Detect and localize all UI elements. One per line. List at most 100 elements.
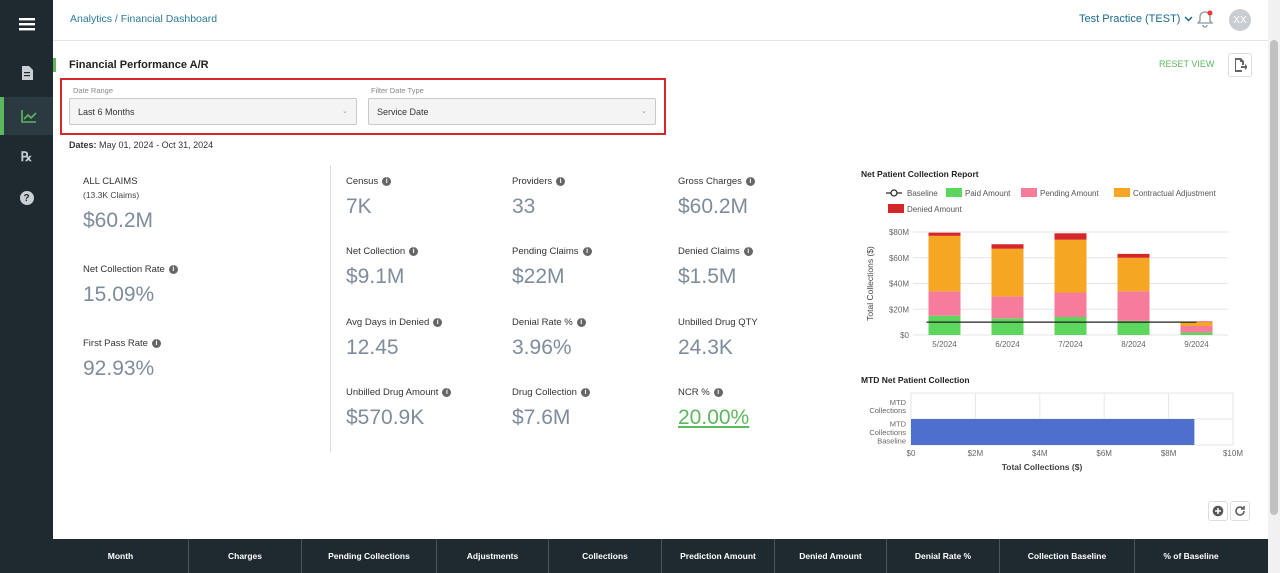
denied-claims-value: $1.5M (678, 265, 737, 288)
column-header[interactable]: % of Baseline (1134, 539, 1247, 573)
info-icon[interactable]: i (713, 388, 723, 397)
net-collection-rate-label: Net Collection Rate i (83, 264, 178, 275)
bar-segment (1180, 332, 1213, 335)
x-tick-label: $8M (1161, 449, 1177, 458)
info-icon[interactable]: i (442, 388, 452, 397)
legend-baseline-marker (890, 189, 898, 197)
legend-label: Paid Amount (965, 189, 1011, 198)
unbilled-drug-qty-label: Unbilled Drug QTY (678, 317, 758, 328)
filter-panel (60, 78, 666, 135)
column-header[interactable]: Denial Rate % (886, 539, 999, 573)
ncr-percent-value[interactable]: 20.00% (678, 406, 750, 429)
chevron-down-icon: ⌄ (641, 108, 647, 115)
column-header[interactable]: Collections (548, 539, 661, 573)
mtd-collection-title: MTD Net Patient Collection (861, 375, 970, 385)
collection-report-chart: Baseline Paid Amount Pending Amount Contrac… (865, 188, 1228, 349)
column-header[interactable]: Charges (188, 539, 301, 573)
bar-segment (991, 244, 1024, 249)
bar-segment (928, 291, 961, 316)
refresh-button[interactable] (1230, 501, 1250, 521)
y-tick-label: $60M (889, 254, 909, 263)
info-icon[interactable]: i (382, 177, 392, 186)
y-tick-label: MTD Collections (869, 398, 906, 415)
info-icon[interactable]: i (745, 177, 755, 186)
net-collection-value: $9.1M (346, 265, 405, 288)
export-button[interactable] (1228, 53, 1252, 77)
column-header[interactable]: Pending Collections (301, 539, 436, 573)
bar-segment (928, 235, 961, 292)
column-header[interactable]: Month (107, 551, 134, 561)
providers-label: Providers i (512, 176, 566, 187)
bar-segment (1054, 316, 1087, 335)
table-header: Month Charges Pending Collections Adjustmen… (53, 539, 1268, 573)
first-pass-rate-label: First Pass Rate i (83, 338, 161, 349)
column-header[interactable]: Adjustments (436, 539, 548, 573)
date-range-label: Date Range (73, 86, 114, 95)
help-icon[interactable]: ? (0, 179, 53, 217)
chevron-down-icon (1184, 16, 1193, 22)
unbilled-drug-amount-value: $570.9K (346, 406, 425, 429)
net-collection-rate-value: 15.09% (83, 283, 155, 306)
reset-view-button[interactable]: RESET VIEW (1159, 59, 1215, 69)
date-range-value: Last 6 Months (78, 107, 135, 117)
legend-swatch (1114, 188, 1130, 197)
analytics-chart-icon[interactable] (0, 97, 53, 135)
bar-segment (991, 248, 1024, 297)
zoom-in-button[interactable] (1208, 501, 1228, 521)
y-tick-label: MTD Collections Baseline (869, 420, 906, 446)
scrollbar-thumb[interactable] (1270, 40, 1278, 515)
x-tick-label: 7/2024 (1058, 340, 1083, 349)
date-type-label: Filter Date Type (371, 86, 424, 95)
all-claims-count: (13.3K Claims) (83, 190, 140, 200)
info-icon[interactable]: i (168, 265, 178, 274)
info-icon[interactable]: i (556, 177, 566, 186)
bar-segment (1117, 320, 1150, 335)
unbilled-drug-qty-value: 24.3K (678, 336, 733, 359)
practice-selector[interactable]: Test Practice (TEST) (1079, 13, 1193, 25)
pending-claims-label: Pending Claims i (512, 246, 592, 257)
bar (911, 419, 1195, 445)
y-tick-label: $20M (889, 305, 909, 314)
x-tick-label: $10M (1223, 449, 1243, 458)
date-range-text: Dates: May 01, 2024 - Oct 31, 2024 (69, 140, 213, 150)
info-icon[interactable]: i (582, 247, 592, 256)
date-range-select[interactable]: Last 6 Months ⌄ (69, 98, 357, 125)
x-tick-label: 5/2024 (932, 340, 957, 349)
dates-value: May 01, 2024 - Oct 31, 2024 (99, 140, 214, 150)
breadcrumb[interactable]: Analytics / Financial Dashboard (70, 13, 218, 25)
mtd-collection-chart: $0 $2M $4M $6M $8M $10M MTD Collections MTD Colle… (869, 392, 1243, 472)
column-header[interactable]: Collection Baseline (999, 539, 1134, 573)
denial-rate-value: 3.96% (512, 336, 572, 359)
x-tick-label: 8/2024 (1121, 340, 1146, 349)
bar-segment (928, 315, 961, 335)
info-icon[interactable]: i (743, 247, 753, 256)
pending-claims-value: $22M (512, 265, 565, 288)
info-icon[interactable]: i (151, 339, 161, 348)
y-tick-label: $80M (889, 228, 909, 237)
info-icon[interactable]: i (409, 247, 419, 256)
info-icon[interactable]: i (580, 388, 590, 397)
notification-bell-icon[interactable] (1196, 10, 1214, 33)
x-tick-label: 6/2024 (995, 340, 1020, 349)
info-icon[interactable]: i (433, 318, 443, 327)
date-type-value: Service Date (377, 107, 429, 117)
practice-name: Test Practice (TEST) (1079, 13, 1181, 25)
prescription-icon[interactable]: ℞ (20, 149, 33, 165)
bar-segment (1054, 239, 1087, 293)
date-type-select[interactable]: Service Date ⌄ (368, 98, 656, 125)
census-label: Census i (346, 176, 392, 187)
avg-days-denied-label: Avg Days in Denied i (346, 317, 443, 328)
info-icon[interactable]: i (576, 318, 586, 327)
y-axis-label: Total Collections ($) (865, 246, 875, 321)
refresh-icon (1235, 506, 1245, 516)
providers-value: 33 (512, 195, 536, 218)
column-header[interactable]: Prediction Amount (661, 539, 774, 573)
menu-icon[interactable] (0, 5, 53, 43)
sidebar: ℞ ? (0, 0, 53, 573)
avatar[interactable]: XX (1229, 9, 1251, 31)
plus-circle-icon (1212, 505, 1224, 517)
document-icon[interactable] (0, 54, 53, 92)
avg-days-denied-value: 12.45 (346, 336, 399, 359)
column-header[interactable]: Denied Amount (774, 539, 886, 573)
bar-segment (1117, 291, 1150, 321)
